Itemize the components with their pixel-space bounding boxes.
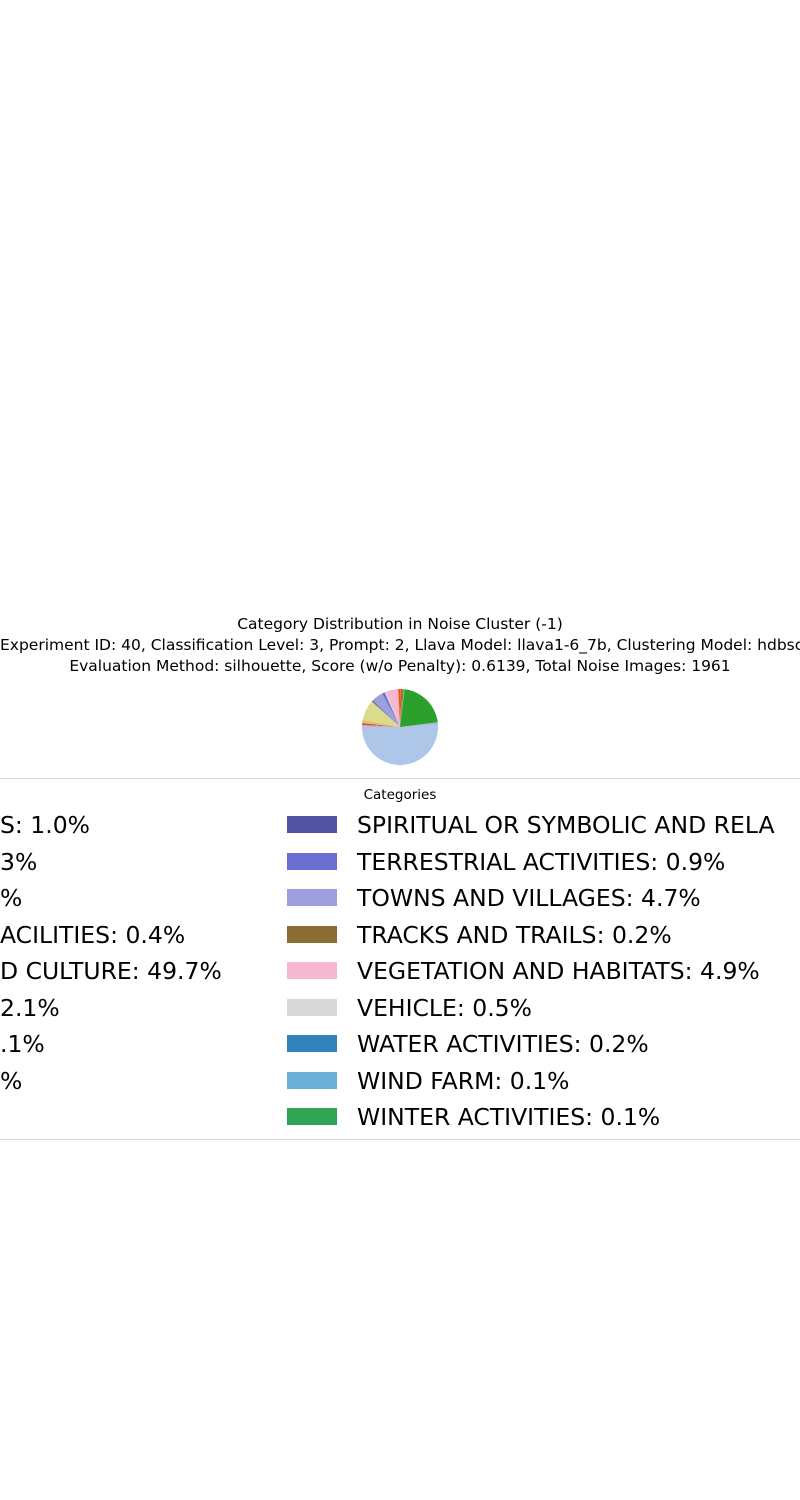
pie-slice-18 (400, 722, 438, 727)
legend-label: 2.1% (0, 993, 60, 1022)
legend-label: 3% (0, 847, 38, 876)
pie-slice-23 (400, 689, 405, 727)
pie-slice-9 (362, 701, 400, 727)
chart-subtitle-line-2: Evaluation Method: silhouette, Score (w/… (69, 657, 731, 675)
pie-slice-12 (362, 723, 400, 727)
legend-label: SPIRITUAL OR SYMBOLIC AND RELA (357, 811, 775, 839)
pie-slice-22 (400, 689, 405, 727)
pie-slice-17 (400, 723, 438, 727)
legend-label: S: 1.0% (0, 811, 91, 839)
pie-slice-5 (382, 692, 400, 727)
pie-slice-21 (400, 689, 438, 727)
chart-subtitle-line-1: Experiment ID: 40, Classification Level:… (0, 636, 800, 654)
legend-swatch (287, 962, 337, 979)
pie-chart (362, 689, 438, 765)
legend-swatch (287, 998, 337, 1016)
legend-swatch (287, 925, 337, 943)
legend-swatch (287, 889, 337, 906)
legend-label: ACILITIES: 0.4% (0, 920, 186, 949)
legend-label: % (0, 1066, 23, 1095)
legend-label: WATER ACTIVITIES: 0.2% (357, 1030, 649, 1058)
legend-label: VEHICLE: 0.5% (357, 993, 532, 1022)
pie-slice-3 (384, 691, 400, 727)
legend-swatch (287, 852, 337, 870)
pie-slice-4 (384, 692, 400, 727)
pie-slice-25 (400, 689, 403, 727)
pie-slice-7 (372, 700, 400, 727)
legend-label: % (0, 884, 23, 912)
pie-slice-27 (400, 689, 401, 727)
pie-slice-19 (400, 722, 438, 727)
pie-slice-15 (362, 726, 400, 727)
pie-slice-20 (400, 722, 438, 727)
pie-slice-11 (362, 722, 400, 727)
legend-label: VEGETATION AND HABITATS: 4.9% (357, 957, 760, 985)
legend-label: TRACKS AND TRAILS: 0.2% (357, 920, 672, 949)
pie-slice-16 (362, 723, 438, 765)
legend-label: TOWNS AND VILLAGES: 4.7% (357, 884, 701, 912)
legend-swatch (287, 1108, 337, 1125)
legend-label: .1% (0, 1030, 45, 1058)
pie-slice-13 (362, 724, 400, 727)
pie-slice-6 (372, 693, 400, 727)
legend-label: D CULTURE: 49.7% (0, 957, 222, 985)
legend-swatch (287, 1035, 337, 1052)
pie-slice-8 (371, 700, 400, 727)
pie-slice-1 (397, 689, 400, 727)
legend-label: TERRESTRIAL ACTIVITIES: 0.9% (357, 847, 726, 876)
legend-swatch (287, 816, 337, 833)
pie-slice-14 (362, 725, 400, 727)
legend-box (0, 778, 800, 1140)
pie-slice-2 (385, 689, 400, 727)
pie-slice-26 (400, 689, 402, 727)
pie-slice-10 (362, 720, 400, 727)
pie-slice-24 (400, 689, 404, 727)
chart-title: Category Distribution in Noise Cluster (… (237, 615, 563, 633)
legend-label: WINTER ACTIVITIES: 0.1% (357, 1103, 661, 1131)
legend-label: WIND FARM: 0.1% (357, 1066, 570, 1095)
pie-slice-0 (398, 689, 400, 727)
legend-title: Categories (363, 787, 437, 803)
legend-swatch (287, 1071, 337, 1089)
